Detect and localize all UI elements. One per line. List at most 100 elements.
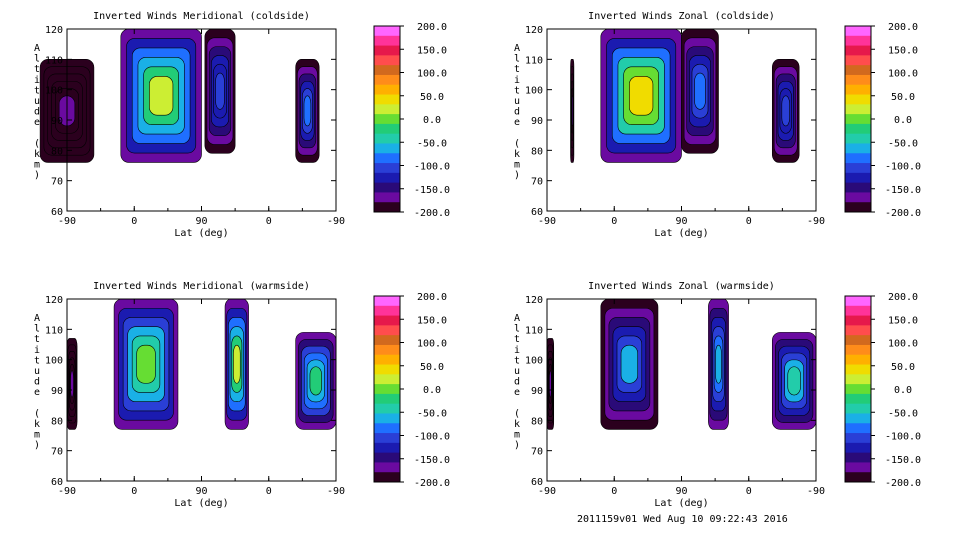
colorbar-swatch: [374, 143, 400, 154]
x-tick-label: -90: [58, 486, 76, 497]
colorbar-label: -50.0: [888, 408, 918, 419]
contour-band: [620, 344, 639, 384]
colorbar-label: 50.0: [891, 92, 915, 103]
colorbar-swatch: [845, 163, 871, 174]
colorbar-swatch: [374, 472, 400, 483]
colorbar-swatch: [845, 143, 871, 154]
colorbar-label: 50.0: [420, 92, 444, 103]
y-tick-label: 80: [51, 416, 63, 427]
colorbar-swatch: [845, 65, 871, 76]
colorbar: 200.0 150.0 100.0 50.0 0.0 -50.0 -100.0 -150.0 -…: [373, 292, 450, 489]
x-axis-label: Lat (deg): [654, 498, 708, 509]
colorbar-swatch: [845, 403, 871, 414]
colorbar-swatch: [845, 74, 871, 86]
colorbar-label: 150.0: [417, 45, 447, 56]
colorbar-swatch: [845, 104, 871, 115]
colorbar-swatch: [845, 423, 871, 434]
colorbar-label: 50.0: [891, 362, 915, 373]
colorbar: 200.0 150.0 100.0 50.0 0.0 -50.0 -100.0 -150.0 -…: [373, 22, 450, 219]
colorbar-swatch: [374, 182, 400, 193]
colorbar-swatch: [374, 296, 400, 307]
x-tick-label: 0: [131, 486, 137, 497]
colorbar-swatch: [845, 335, 871, 346]
colorbar-swatch: [845, 202, 871, 213]
contour-band: [136, 344, 156, 384]
colorbar-swatch: [845, 344, 871, 356]
colorbar-swatch: [845, 452, 871, 463]
colorbar-swatch: [374, 393, 400, 405]
y-tick-label: 60: [51, 207, 63, 218]
colorbar-swatch: [374, 442, 400, 454]
contour-region-1: [546, 338, 555, 430]
y-tick-label: 70: [51, 447, 63, 458]
colorbar-label: 0.0: [894, 385, 912, 396]
colorbar-label: 50.0: [420, 362, 444, 373]
colorbar-label: 0.0: [423, 115, 441, 126]
colorbar-label: -150.0: [414, 455, 450, 466]
contour-band: [629, 75, 654, 116]
colorbar-label: 100.0: [417, 69, 447, 80]
colorbar-swatch: [845, 114, 871, 125]
colorbar-swatch: [845, 55, 871, 66]
colorbar-label: -200.0: [885, 208, 921, 219]
colorbar-swatch: [845, 182, 871, 193]
contour-band: [70, 370, 74, 398]
x-tick-label: 0: [131, 216, 137, 227]
x-tick-label: 90: [195, 216, 207, 227]
colorbar-label: -200.0: [414, 208, 450, 219]
contour-band: [233, 344, 241, 384]
colorbar-swatch: [845, 472, 871, 483]
colorbar-label: 200.0: [417, 292, 447, 303]
contour-region-2: [600, 298, 659, 430]
colorbar-swatch: [845, 462, 871, 473]
colorbar-label: -50.0: [417, 408, 447, 419]
colorbar-label: -50.0: [417, 138, 447, 149]
y-tick-label: 60: [531, 477, 543, 488]
colorbar-swatch: [374, 354, 400, 366]
colorbar-label: -100.0: [885, 432, 921, 443]
contour-region-2: [600, 28, 682, 163]
colorbar-label: 200.0: [888, 292, 918, 303]
y-tick-label: 110: [525, 325, 543, 336]
y-tick-label: 110: [525, 55, 543, 66]
y-tick-label: 100: [45, 356, 63, 367]
y-tick-label: 70: [531, 177, 543, 188]
contour-band: [694, 72, 706, 110]
colorbar-swatch: [374, 153, 400, 164]
contour-region-3: [708, 298, 729, 430]
colorbar-swatch: [374, 202, 400, 213]
contour-region-3: [224, 298, 249, 430]
colorbar-label: 0.0: [894, 115, 912, 126]
chart-title: Inverted Winds Meridional (coldside): [93, 11, 310, 22]
y-tick-label: 70: [531, 447, 543, 458]
colorbar-label: 200.0: [888, 22, 918, 33]
colorbar-swatch: [374, 384, 400, 395]
colorbar-label: -150.0: [414, 185, 450, 196]
colorbar-swatch: [845, 133, 871, 144]
colorbar-label: 0.0: [423, 385, 441, 396]
colorbar-label: -150.0: [885, 185, 921, 196]
x-tick-label: 0: [266, 486, 272, 497]
colorbar-swatch: [374, 413, 400, 424]
colorbar-label: 100.0: [888, 339, 918, 350]
colorbar-swatch: [374, 374, 400, 385]
colorbar-swatch: [845, 35, 871, 47]
colorbar-swatch: [845, 364, 871, 375]
colorbar-swatch: [845, 374, 871, 385]
x-axis-label: Lat (deg): [174, 498, 228, 509]
colorbar-label: 100.0: [417, 339, 447, 350]
colorbar-swatch: [845, 442, 871, 454]
y-tick-label: 60: [531, 207, 543, 218]
y-tick-label: 120: [45, 295, 63, 306]
x-tick-label: 0: [266, 216, 272, 227]
colorbar-swatch: [374, 65, 400, 76]
colorbar-swatch: [374, 26, 400, 37]
x-tick-label: 90: [675, 486, 687, 497]
colorbar-label: -100.0: [885, 162, 921, 173]
colorbar-swatch: [374, 335, 400, 346]
colorbar-swatch: [845, 315, 871, 326]
x-tick-label: -90: [807, 216, 825, 227]
